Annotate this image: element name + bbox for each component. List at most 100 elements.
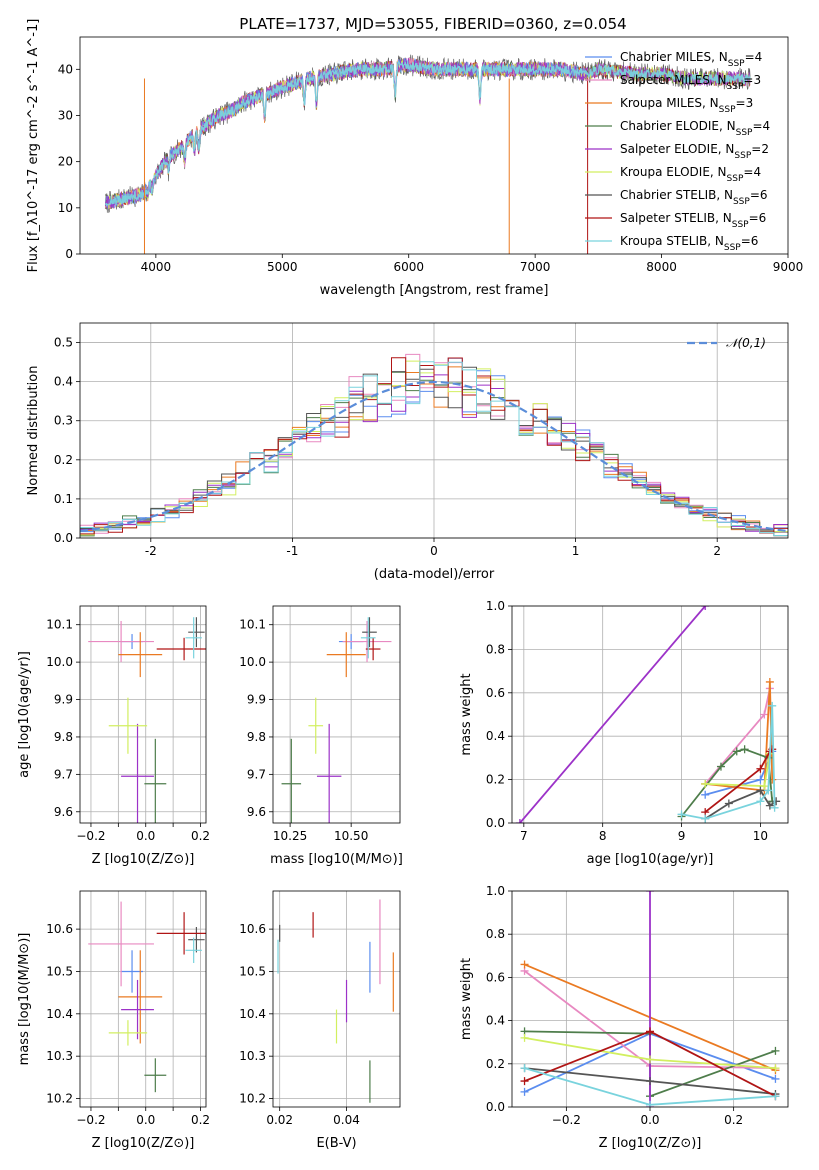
weight-marker	[716, 762, 725, 771]
x-axis-label: E(B-V)	[316, 1136, 356, 1151]
y-tick-label: 10.5	[239, 964, 266, 978]
y-tick-label: 10.1	[239, 618, 266, 632]
legend-label: Salpeter ELODIE, NSSP=2	[620, 142, 769, 161]
axes-4: 7 8 9 10 0.0 0.2 0.4 0.6 0.8 1.0 age [log10(age/yr…	[459, 599, 789, 867]
weight-marker	[646, 1027, 654, 1036]
y-tick-label: 0.0	[486, 816, 505, 830]
y-tick-label: 10.4	[46, 1007, 73, 1021]
weight-marker	[520, 960, 529, 969]
weight-marker	[520, 1087, 529, 1096]
x-tick-label: 5000	[267, 260, 298, 274]
x-tick-label: -2	[145, 544, 157, 558]
x-axis-label: age [log10(age/yr)]	[587, 852, 714, 867]
y-axis-label: Normed distribution	[26, 366, 41, 496]
x-tick-label: 10	[753, 829, 768, 843]
weight-marker	[701, 790, 710, 799]
axes-frame	[511, 890, 789, 1108]
y-tick-label: 20	[58, 155, 73, 169]
y-tick-label: 1.0	[486, 599, 505, 613]
y-tick-label: 10.3	[46, 1049, 73, 1063]
spectrum-line	[104, 60, 751, 207]
axes-3: 10.25 10.50 9.6 9.7 9.8 9.9 10.0 10.1 mass [log1…	[239, 605, 403, 867]
weight-marker	[771, 1046, 780, 1055]
weight-marker	[771, 1064, 780, 1073]
weight-marker	[765, 801, 774, 810]
normal-curve	[80, 380, 788, 533]
x-axis-label: Z [log10(Z/Z⊙)]	[92, 852, 195, 867]
x-tick-label: 0	[430, 544, 438, 558]
y-tick-label: 0.4	[54, 375, 73, 389]
weight-marker	[756, 797, 765, 806]
y-tick-label: 9.8	[54, 730, 73, 744]
legend-label: Kroupa MILES, NSSP=3	[620, 96, 753, 115]
x-tick-label: 0.04	[333, 1113, 360, 1127]
y-tick-label: 10.6	[239, 922, 266, 936]
panels: 4000 5000 6000 7000 8000 9000010203040wavelen…	[17, 19, 803, 1151]
x-tick-label: 0.2	[724, 1113, 743, 1127]
x-tick-label: 9	[678, 829, 686, 843]
weight-marker	[677, 810, 686, 819]
x-tick-label: 4000	[141, 260, 172, 274]
plot-area	[88, 901, 206, 1093]
x-tick-label: 8000	[646, 260, 677, 274]
weight-line	[519, 606, 706, 823]
y-tick-label: 0.5	[54, 336, 73, 350]
legend-label: Salpeter STELIB, NSSP=6	[620, 211, 766, 230]
x-tick-label: 0.2	[191, 829, 210, 843]
weight-marker	[646, 1077, 654, 1086]
weight-marker	[701, 606, 710, 610]
y-axis-label: mass weight	[459, 958, 474, 1040]
y-tick-label: 10.5	[46, 964, 73, 978]
weight-marker	[646, 891, 654, 895]
legend-label: 𝒩(0,1)	[726, 336, 766, 350]
weight-marker	[740, 745, 749, 754]
y-tick-label: 0.0	[54, 531, 73, 545]
y-tick-label: 0.3	[54, 414, 73, 428]
y-tick-label: 10.4	[239, 1007, 266, 1021]
weight-marker	[756, 764, 765, 773]
y-tick-label: 10.3	[239, 1049, 266, 1063]
y-tick-label: 30	[58, 108, 73, 122]
plot-area	[515, 606, 781, 823]
weight-marker	[520, 1064, 529, 1073]
y-tick-label: 9.8	[247, 730, 266, 744]
x-tick-label: 10.50	[334, 829, 368, 843]
weight-marker	[646, 1055, 654, 1064]
weight-marker	[756, 775, 765, 784]
weight-marker	[646, 1100, 654, 1107]
weight-marker	[760, 710, 769, 719]
plot-area	[277, 899, 394, 1103]
axes-1: -2 -1 0 1 2 0.0 0.1 0.2 0.3 0.4 0.5 (data-model)/er…	[26, 322, 789, 582]
y-tick-label: 1.0	[486, 884, 505, 898]
x-tick-label: 8	[599, 829, 607, 843]
plot-area	[80, 353, 788, 538]
x-tick-label: 0.0	[136, 829, 155, 843]
axes-6: 0.02 0.04 10.2 10.3 10.4 10.5 10.6 E(B-V)	[239, 890, 401, 1151]
plot-area	[281, 617, 392, 823]
y-axis-label: Flux [f_λ10^-17 erg cm^-2 s^-1 A^-1]	[26, 19, 41, 273]
x-tick-label: 0.02	[266, 1113, 293, 1127]
y-tick-label: 0.8	[486, 642, 505, 656]
weight-marker	[768, 701, 777, 710]
legend-label: Kroupa STELIB, NSSP=6	[620, 234, 758, 253]
x-tick-label: 10.25	[273, 829, 307, 843]
y-tick-label: 10.0	[46, 655, 73, 669]
y-tick-label: 0.0	[486, 1100, 505, 1114]
y-tick-label: 0.4	[486, 729, 505, 743]
histogram-step	[80, 361, 788, 538]
x-tick-label: 0.0	[136, 1113, 155, 1127]
legend-label: Kroupa ELODIE, NSSP=4	[620, 165, 761, 184]
axes-frame	[272, 605, 401, 824]
legend-label: Chabrier MILES, NSSP=4	[620, 50, 762, 69]
weight-marker	[770, 803, 779, 812]
y-tick-label: 0.4	[486, 1014, 505, 1028]
y-tick-label: 9.6	[247, 805, 266, 819]
weight-marker	[771, 1092, 780, 1101]
x-tick-label: 6000	[393, 260, 424, 274]
plot-area	[104, 54, 751, 254]
x-tick-label: 2	[713, 544, 721, 558]
y-tick-label: 10.6	[46, 922, 73, 936]
weight-marker	[765, 677, 774, 686]
x-tick-label: −0.2	[552, 1113, 581, 1127]
